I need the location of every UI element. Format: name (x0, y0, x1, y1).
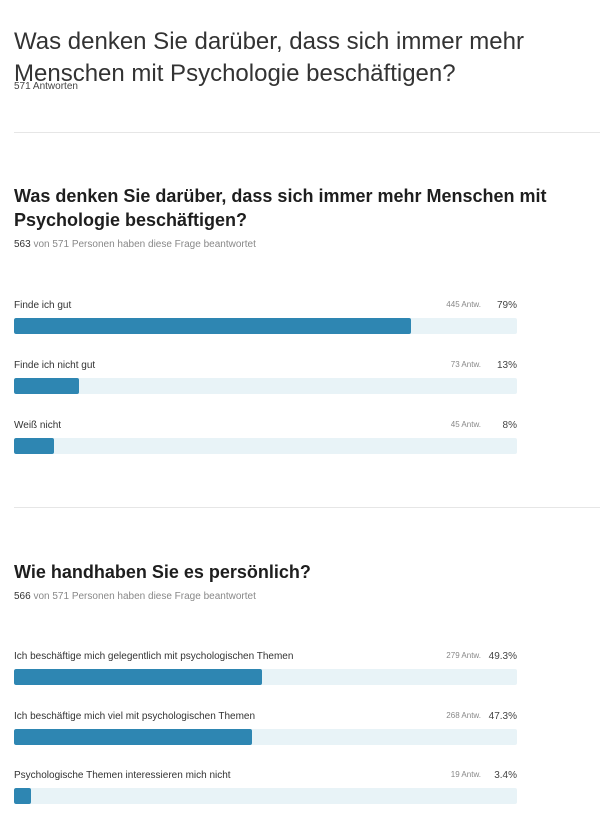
answer-bar-track (14, 788, 517, 804)
question-title: Was denken Sie darüber, dass sich immer … (14, 186, 547, 230)
answer-count: 73 Antw. (450, 360, 481, 369)
question-block-2: Wie handhaben Sie es persönlich? 566 von… (14, 560, 600, 602)
answer-label: Psychologische Themen interessieren mich… (14, 770, 231, 781)
answer-bar-track (14, 438, 517, 454)
divider (14, 132, 600, 133)
divider (14, 507, 600, 508)
answer-bar-track (14, 729, 517, 745)
answered-count: 566 (14, 591, 31, 602)
answer-bar-fill (14, 729, 252, 745)
answer-bar-fill (14, 318, 412, 334)
answer-bar-fill (14, 438, 55, 454)
answer-label: Ich beschäftige mich viel mit psychologi… (14, 711, 256, 722)
answer-label: Finde ich gut (14, 300, 72, 311)
answer-label: Weiß nicht (14, 420, 62, 431)
answer-percent: 79% (496, 300, 517, 311)
total-answers-count: 571 Antworten (14, 81, 78, 92)
answer-bar-track (14, 669, 517, 685)
answer-bar-fill (14, 788, 32, 804)
answer-row: Finde ich nicht gut 73 Antw. 13% (14, 360, 517, 410)
answer-count: 19 Antw. (450, 770, 481, 779)
answered-count: 563 (14, 239, 31, 250)
answer-percent: 13% (496, 360, 517, 371)
answer-row: Ich beschäftige mich gelegentlich mit ps… (14, 651, 517, 701)
answer-count: 268 Antw. (446, 711, 481, 720)
answer-row: Weiß nicht 45 Antw. 8% (14, 420, 517, 470)
answer-percent: 47.3% (488, 711, 517, 722)
answer-percent: 49.3% (488, 651, 517, 662)
answer-bar-fill (14, 378, 80, 394)
answer-bar-fill (14, 669, 262, 685)
answered-suffix: von 571 Personen haben diese Frage beant… (30, 591, 256, 602)
answer-percent: 3.4% (494, 770, 517, 781)
question-title: Wie handhaben Sie es persönlich? (14, 562, 311, 582)
answer-count: 45 Antw. (450, 420, 481, 429)
answer-row: Psychologische Themen interessieren mich… (14, 770, 517, 820)
page-title: Was denken Sie darüber, dass sich immer … (14, 28, 524, 88)
answer-label: Finde ich nicht gut (14, 360, 96, 371)
question-block-1: Was denken Sie darüber, dass sich immer … (14, 184, 600, 250)
answer-label: Ich beschäftige mich gelegentlich mit ps… (14, 651, 294, 662)
answer-row: Finde ich gut 445 Antw. 79% (14, 300, 517, 350)
answered-info: 566 von 571 Personen haben diese Frage b… (14, 591, 600, 602)
answered-info: 563 von 571 Personen haben diese Frage b… (14, 239, 600, 250)
answer-percent: 8% (502, 420, 517, 431)
answer-count: 279 Antw. (446, 651, 481, 660)
answer-bar-track (14, 378, 517, 394)
answered-suffix: von 571 Personen haben diese Frage beant… (30, 239, 256, 250)
answer-row: Ich beschäftige mich viel mit psychologi… (14, 711, 517, 761)
answer-count: 445 Antw. (446, 300, 481, 309)
answer-bar-track (14, 318, 517, 334)
